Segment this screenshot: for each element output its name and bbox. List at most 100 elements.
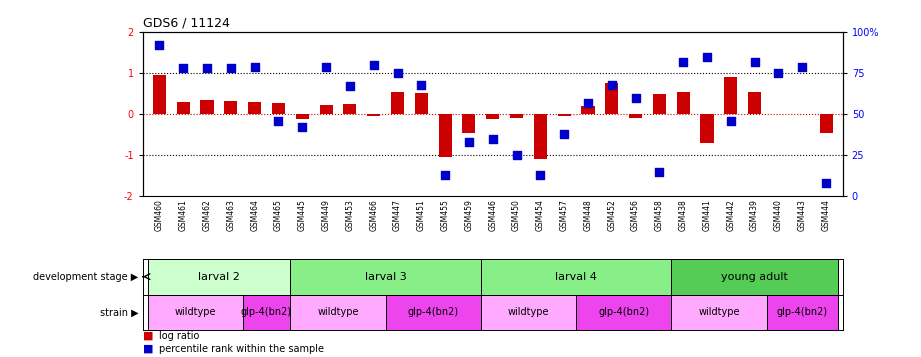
Point [391,70,405,76]
Bar [671,295,766,330]
Point [652,169,667,175]
Bar [677,92,690,114]
Text: GSM460: GSM460 [155,200,164,231]
Text: ■: ■ [143,344,153,354]
Bar [510,114,523,117]
Text: GSM447: GSM447 [393,200,402,231]
Point [700,54,715,60]
Point [628,95,643,101]
Text: wildtype: wildtype [507,307,549,317]
Text: GSM457: GSM457 [560,200,568,231]
Point [604,82,619,87]
Text: GSM452: GSM452 [607,200,616,231]
Bar [391,92,404,114]
Text: GSM439: GSM439 [750,200,759,231]
Point [343,84,357,89]
Bar [438,114,451,157]
Point [319,64,333,70]
Text: GSM453: GSM453 [345,200,355,231]
Text: GSM466: GSM466 [369,200,379,231]
Point [414,82,428,87]
Text: GSM455: GSM455 [440,200,449,231]
Point [771,70,786,76]
Text: GSM451: GSM451 [417,200,426,231]
Text: glp-4(bn2): glp-4(bn2) [598,307,649,317]
Bar [701,114,714,143]
Point [676,59,691,65]
Bar [724,77,738,114]
Text: GSM449: GSM449 [321,200,331,231]
Text: GSM458: GSM458 [655,200,664,231]
Point [580,100,595,106]
Text: glp-4(bn2): glp-4(bn2) [241,307,292,317]
Text: GSM459: GSM459 [464,200,473,231]
Text: GSM461: GSM461 [179,200,188,231]
Text: wildtype: wildtype [698,307,740,317]
Bar [629,114,642,119]
Text: GDS6 / 11124: GDS6 / 11124 [143,16,229,30]
Bar [481,295,576,330]
Bar [147,295,243,330]
Text: GSM454: GSM454 [536,200,545,231]
Bar [248,102,262,114]
Point [271,118,286,124]
Bar [481,259,671,295]
Bar [576,295,671,330]
Bar [344,104,356,114]
Bar [557,114,571,116]
Bar [243,295,290,330]
Point [724,118,739,124]
Text: wildtype: wildtype [174,307,216,317]
Text: development stage ▶: development stage ▶ [33,272,138,282]
Bar [225,101,238,114]
Bar [581,106,595,114]
Point [247,64,262,70]
Bar [605,84,618,114]
Text: GSM450: GSM450 [512,200,521,231]
Text: log ratio: log ratio [159,331,200,341]
Bar [486,114,499,119]
Bar [201,100,214,114]
Bar [367,114,380,116]
Bar [147,259,290,295]
Bar [320,105,332,114]
Point [176,65,191,71]
Text: glp-4(bn2): glp-4(bn2) [776,307,828,317]
Text: larval 4: larval 4 [555,272,597,282]
Text: GSM456: GSM456 [631,200,640,231]
Bar [462,114,475,133]
Bar [272,103,285,114]
Text: percentile rank within the sample: percentile rank within the sample [159,344,324,354]
Text: young adult: young adult [721,272,788,282]
Point [485,136,500,142]
Point [747,59,762,65]
Point [295,125,309,130]
Point [819,180,834,186]
Point [200,65,215,71]
Text: GSM463: GSM463 [227,200,236,231]
Text: GSM462: GSM462 [203,200,212,231]
Text: larval 3: larval 3 [365,272,406,282]
Bar [414,93,428,114]
Text: GSM444: GSM444 [822,200,831,231]
Text: GSM440: GSM440 [774,200,783,231]
Text: GSM443: GSM443 [798,200,807,231]
Text: GSM446: GSM446 [488,200,497,231]
Point [509,152,524,158]
Text: wildtype: wildtype [317,307,359,317]
Point [152,42,167,48]
Bar [290,295,386,330]
Bar [153,75,166,114]
Text: glp-4(bn2): glp-4(bn2) [408,307,459,317]
Bar [386,295,481,330]
Point [224,65,239,71]
Bar [290,259,481,295]
Point [533,172,548,178]
Text: GSM448: GSM448 [584,200,592,231]
Text: GSM442: GSM442 [727,200,735,231]
Text: GSM465: GSM465 [274,200,283,231]
Point [437,172,452,178]
Text: GSM441: GSM441 [703,200,712,231]
Bar [296,114,309,119]
Bar [534,114,547,159]
